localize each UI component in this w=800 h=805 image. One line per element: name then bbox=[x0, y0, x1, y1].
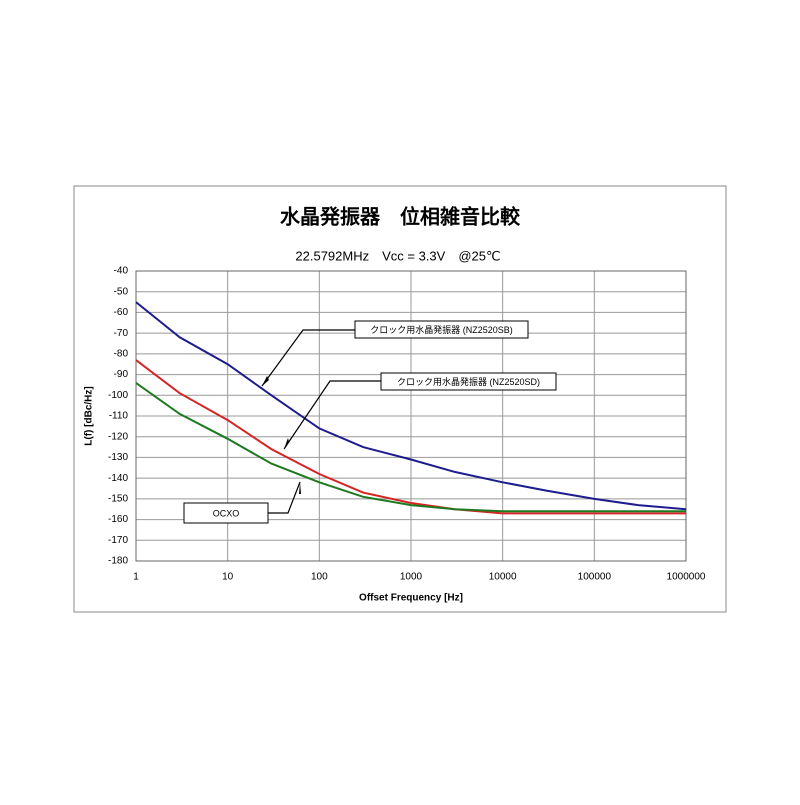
callout-box bbox=[380, 372, 557, 391]
y-tick-label: -100 bbox=[108, 390, 128, 401]
y-tick-label: -120 bbox=[108, 431, 128, 442]
callout-arrow bbox=[261, 329, 355, 387]
y-tick-label: -70 bbox=[114, 328, 129, 339]
chart-title: 水晶発振器 位相雑音比較 bbox=[280, 205, 521, 229]
y-tick-label: -130 bbox=[108, 452, 128, 463]
y-tick-label: -160 bbox=[108, 514, 128, 525]
y-tick-label: -180 bbox=[108, 556, 128, 567]
x-tick-label: 100 bbox=[311, 572, 328, 583]
y-tick-label: -40 bbox=[114, 266, 129, 277]
callout-box bbox=[183, 502, 269, 524]
arrow-head bbox=[284, 438, 289, 449]
x-tick-label: 1000000 bbox=[667, 572, 706, 583]
callout-arrow bbox=[268, 481, 301, 514]
x-axis-label: Offset Frequency [Hz] bbox=[359, 593, 463, 604]
y-tick-label: -80 bbox=[114, 348, 129, 359]
x-tick-label: 1000 bbox=[400, 572, 423, 583]
x-tick-label: 10000 bbox=[489, 572, 517, 583]
x-tick-label: 1 bbox=[133, 572, 139, 583]
y-tick-label: -60 bbox=[114, 307, 129, 318]
arrow-head bbox=[262, 376, 269, 386]
series-label: OCXO bbox=[213, 508, 240, 518]
y-tick-label: -150 bbox=[108, 493, 128, 504]
series-line bbox=[135, 382, 686, 513]
plot-border bbox=[135, 270, 687, 562]
series-line bbox=[135, 359, 686, 515]
chart-frame bbox=[73, 185, 727, 613]
y-tick-label: -90 bbox=[114, 369, 129, 380]
y-tick-label: -140 bbox=[108, 473, 128, 484]
chart-subtitle: 22.5792MHz Vcc = 3.3V @25℃ bbox=[295, 248, 500, 263]
x-tick-label: 100000 bbox=[578, 572, 612, 583]
y-tick-label: -170 bbox=[108, 535, 128, 546]
arrow-head bbox=[299, 482, 301, 494]
series-label: クロック用水晶発振器 (NZ2520SD) bbox=[397, 376, 540, 387]
y-tick-label: -110 bbox=[109, 411, 129, 422]
y-axis-label: L(f) [dBc/Hz] bbox=[84, 386, 95, 445]
series-label: クロック用水晶発振器 (NZ2520SB) bbox=[370, 324, 513, 335]
series-line bbox=[135, 301, 687, 511]
callout-box bbox=[354, 320, 529, 339]
x-tick-label: 10 bbox=[222, 572, 234, 583]
callout-arrow bbox=[283, 380, 381, 450]
y-tick-label: -50 bbox=[114, 286, 129, 297]
